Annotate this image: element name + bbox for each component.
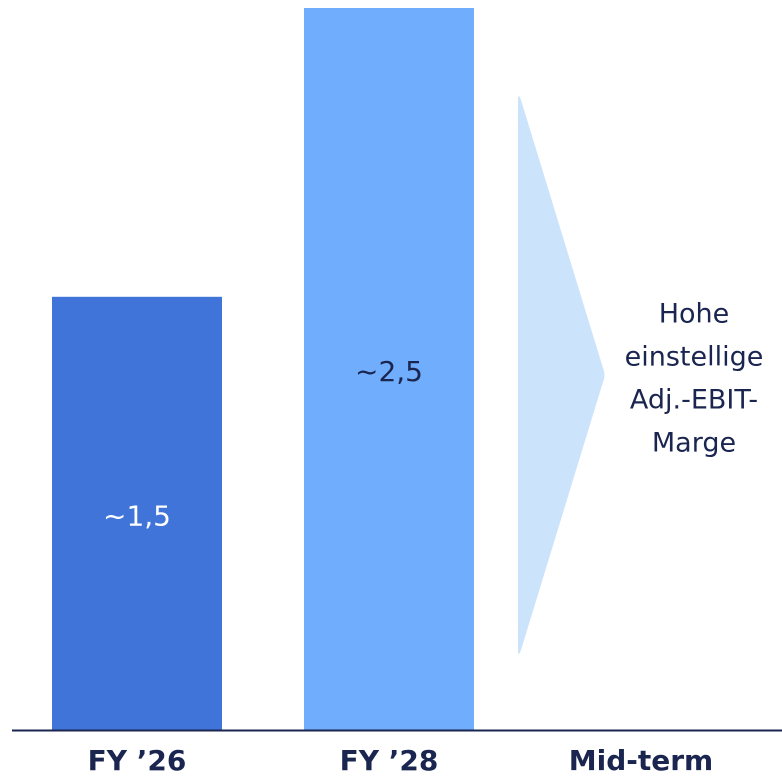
annotation: Adj.-EBIT- xyxy=(630,385,758,416)
annotation: Hohe xyxy=(659,299,730,330)
annotation: einstellige xyxy=(625,342,764,373)
arrow-shape xyxy=(518,96,605,654)
bar xyxy=(52,296,222,730)
x-tick-label: Mid-term xyxy=(569,744,713,777)
bar xyxy=(304,8,474,730)
value-label: ~2,5 xyxy=(355,355,423,388)
annotation: Marge xyxy=(652,428,736,459)
x-tick-label: FY ’28 xyxy=(340,744,439,777)
x-tick-label: FY ’26 xyxy=(88,744,187,777)
value-label: ~1,5 xyxy=(103,499,171,532)
